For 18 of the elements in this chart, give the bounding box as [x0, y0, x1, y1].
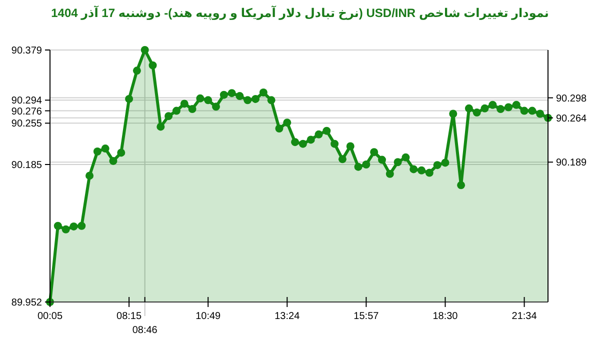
y-tick-label: 90.294 — [11, 96, 42, 107]
x-tick-label: 10:49 — [196, 311, 222, 322]
y-tick-label: 90.255 — [11, 118, 42, 130]
y2-tick-label: 90.264 — [556, 113, 588, 124]
y2-tick-label: 90.189 — [556, 158, 588, 169]
y-tick-label: 90.276 — [11, 106, 42, 118]
y-tick-label: 90.379 — [11, 46, 42, 56]
y-tick-label: 89.952 — [11, 298, 42, 308]
y-tick-label: 90.185 — [11, 160, 42, 171]
x-tick-label: 13:24 — [274, 311, 300, 322]
x-tick-label: 21:34 — [512, 311, 538, 322]
x-tick-label: 00:05 — [37, 311, 63, 322]
x-tick-label: 08:46 — [132, 325, 158, 336]
x-tick-label: 18:30 — [432, 311, 458, 322]
chart-title: نمودار تغییرات شاخص USD/INR (نرخ تبادل دلار آمریکا و روپیه هند)- دوشنبه 17 آذر 1404 — [51, 5, 549, 20]
x-tick-label: 15:57 — [354, 311, 380, 322]
y2-tick-label: 90.298 — [556, 93, 588, 104]
x-tick-label: 08:15 — [116, 311, 142, 322]
